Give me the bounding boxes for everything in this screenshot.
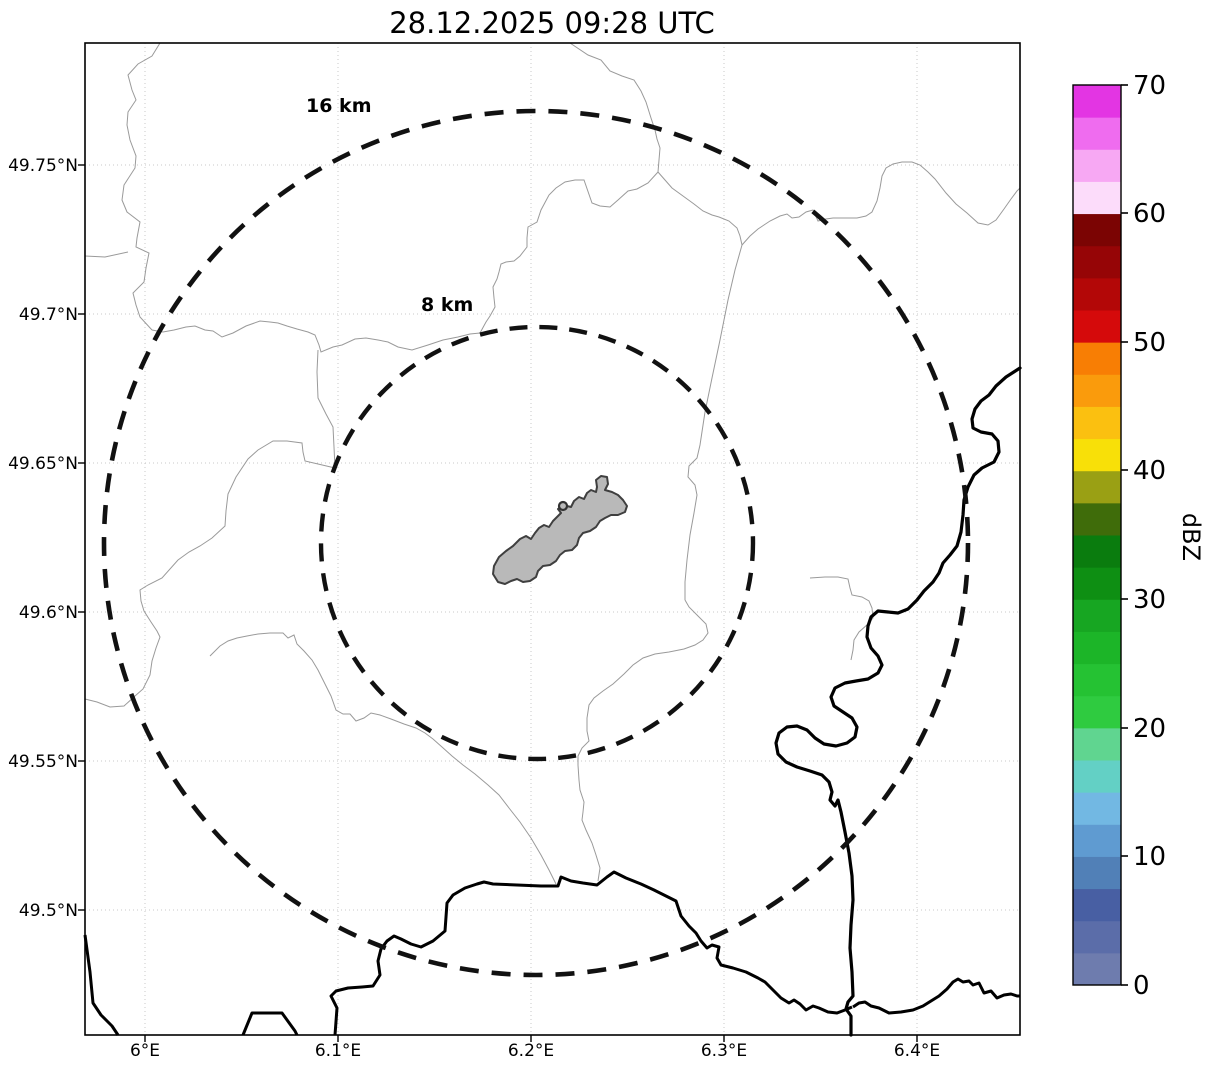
country-border-path — [852, 977, 1020, 1015]
country-border-path — [241, 1011, 299, 1036]
plot-frame — [84, 42, 1021, 1036]
colorbar-tick-label: 50 — [1133, 328, 1166, 358]
river-border-path — [774, 366, 1022, 1037]
colorbar-segment — [1073, 277, 1121, 311]
ring-label-8km: 8 km — [421, 294, 473, 316]
y-tick-label: 49.6°N — [19, 603, 78, 623]
colorbar-segment — [1073, 374, 1121, 407]
colorbar-segment — [1073, 727, 1121, 761]
colorbar-tick-label: 30 — [1133, 585, 1166, 615]
country-border-path — [83, 934, 120, 1036]
colorbar-segment — [1073, 406, 1121, 440]
axis-ticks-layer — [78, 164, 918, 1042]
colorbar-tick-label: 10 — [1133, 842, 1166, 872]
range-ring-16km — [101, 108, 971, 978]
country-borders-layer — [83, 366, 1022, 1037]
country-border-path — [329, 870, 853, 1036]
colorbar-segment — [1073, 245, 1121, 279]
y-tick-label: 49.55°N — [8, 752, 78, 772]
colorbar-segment — [1073, 117, 1121, 150]
x-tick-label: 6°E — [130, 1041, 160, 1061]
airport-outline — [492, 475, 628, 585]
colorbar-segment — [1073, 85, 1121, 118]
colorbar-tick-label: 60 — [1133, 199, 1166, 229]
y-tick-label: 49.7°N — [19, 305, 78, 325]
admin-boundary-path — [151, 320, 481, 353]
colorbar-segment — [1073, 438, 1121, 472]
admin-boundary-path — [209, 632, 557, 885]
ring-label-16km: 16 km — [306, 95, 372, 117]
colorbar-segment — [1073, 535, 1121, 568]
y-tick-label: 49.75°N — [8, 156, 78, 176]
admin-boundary-path — [121, 42, 161, 331]
colorbar-segment — [1073, 888, 1121, 922]
admin-boundaries-layer — [84, 42, 1021, 885]
y-tick-label: 49.5°N — [19, 901, 78, 921]
admin-boundary-path — [577, 599, 709, 882]
colorbar-tick-label: 0 — [1133, 971, 1150, 1001]
x-tick-label: 6.2°E — [508, 1041, 554, 1061]
colorbar-segment — [1073, 470, 1121, 504]
colorbar-axis-label: dBZ — [1177, 513, 1205, 561]
colorbar-tick-label: 20 — [1133, 714, 1166, 744]
radar-site-marker — [557, 500, 569, 512]
colorbar — [1073, 85, 1121, 986]
admin-boundary-path — [569, 42, 661, 173]
admin-boundary-path — [684, 244, 743, 600]
colorbar-segment — [1073, 181, 1121, 215]
colorbar-segment — [1073, 149, 1121, 182]
colorbar-tick-label: 40 — [1133, 456, 1166, 486]
colorbar-frame — [1072, 84, 1122, 986]
x-tick-label: 6.1°E — [315, 1041, 361, 1061]
plot-title: 28.12.2025 09:28 UTC — [389, 6, 715, 40]
colorbar-segment — [1073, 920, 1121, 954]
x-tick-label: 6.4°E — [894, 1041, 940, 1061]
colorbar-segment — [1073, 631, 1121, 665]
colorbar-segment — [1073, 599, 1121, 632]
colorbar-segment — [1073, 567, 1121, 600]
x-tick-label: 6.3°E — [701, 1041, 747, 1061]
admin-boundary-path — [809, 576, 874, 661]
admin-boundary-path — [84, 251, 129, 258]
colorbar-segment — [1073, 310, 1121, 343]
range-ring-8km — [318, 324, 756, 762]
colorbar-segment — [1073, 856, 1121, 890]
colorbar-segment — [1073, 760, 1121, 793]
colorbar-segment — [1073, 824, 1121, 857]
admin-boundary-path — [316, 349, 336, 469]
colorbar-segment — [1073, 342, 1121, 375]
colorbar-segment — [1073, 952, 1121, 986]
colorbar-tick-label: 70 — [1133, 71, 1166, 101]
colorbar-segment — [1073, 663, 1121, 697]
colorbar-ticks-layer — [1121, 84, 1128, 986]
colorbar-segment — [1073, 695, 1121, 729]
colorbar-segment — [1073, 792, 1121, 825]
colorbar-segment — [1073, 213, 1121, 247]
admin-boundary-path — [657, 161, 1021, 247]
colorbar-segment — [1073, 502, 1121, 536]
y-tick-label: 49.65°N — [8, 454, 78, 474]
admin-boundary-path — [479, 171, 659, 334]
admin-boundary-path — [84, 440, 336, 708]
